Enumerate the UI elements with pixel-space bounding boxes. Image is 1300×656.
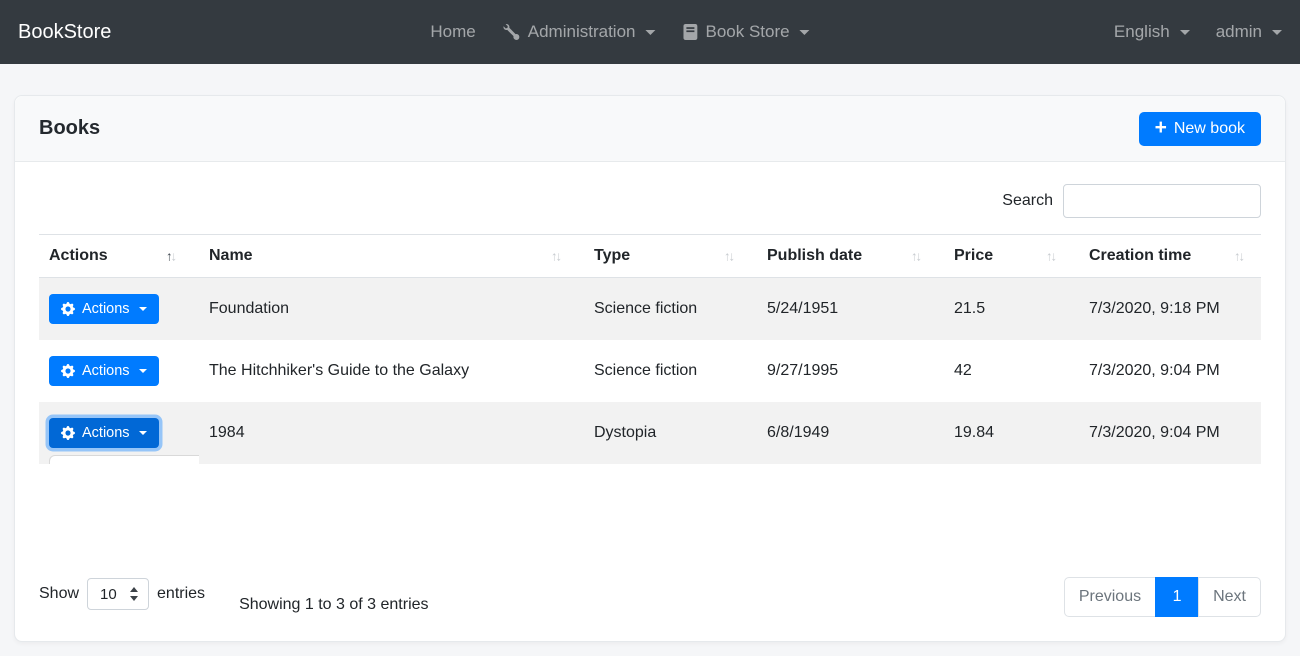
column-header-creation-time[interactable]: Creation time ↑↓	[1079, 234, 1261, 278]
pagination-next[interactable]: Next	[1198, 577, 1261, 617]
cell-name: The Hitchhiker's Guide to the Galaxy	[209, 362, 470, 379]
sort-icon: ↑↓	[551, 248, 562, 264]
cell-name: 1984	[209, 424, 245, 441]
sort-icon: ↑↓	[1046, 248, 1057, 264]
main-nav: Home Administration Book Store	[430, 22, 810, 42]
column-label: Type	[594, 247, 631, 264]
actions-cell: Actions Edit	[39, 402, 199, 464]
nav-item-home[interactable]: Home	[430, 22, 475, 42]
actions-cell: Actions	[39, 278, 199, 341]
row-actions-button[interactable]: Actions	[49, 356, 159, 386]
nav-item-book-store[interactable]: Book Store	[683, 22, 810, 42]
page-title: Books	[39, 117, 101, 139]
cell-price: 19.84	[954, 424, 995, 441]
actions-dropdown-menu: Edit	[49, 455, 199, 464]
search-input[interactable]	[1063, 184, 1261, 218]
row-actions-button[interactable]: Actions	[49, 294, 159, 324]
language-menu[interactable]: English	[1114, 22, 1190, 42]
cell-publish-date: 9/27/1995	[767, 362, 839, 379]
cell-creation-time: 7/3/2020, 9:04 PM	[1089, 424, 1220, 441]
cell-creation-time: 7/3/2020, 9:18 PM	[1089, 300, 1220, 317]
column-header-price[interactable]: Price ↑↓	[944, 234, 1079, 278]
caret-down-icon	[138, 307, 147, 311]
pagination-previous[interactable]: Previous	[1063, 577, 1157, 617]
cell-name: Foundation	[209, 300, 290, 317]
top-navbar: BookStore Home Administration Book Store…	[0, 0, 1300, 64]
wrench-icon	[503, 24, 520, 40]
search-row: Search	[39, 184, 1261, 218]
nav-item-label: Home	[430, 22, 476, 41]
book-icon	[683, 24, 698, 40]
username-label: admin	[1215, 22, 1262, 41]
actions-button-label: Actions	[82, 301, 130, 317]
column-label: Publish date	[767, 247, 863, 264]
cell-type: Dystopia	[594, 424, 657, 441]
card-body: Search Actions ↑↓ Name ↑↓	[15, 162, 1285, 641]
page-size-group: Show 10 entries	[39, 578, 205, 610]
cell-publish-date: 6/8/1949	[767, 424, 830, 441]
column-label: Name	[209, 247, 253, 264]
row-actions-button-open[interactable]: Actions	[49, 418, 159, 448]
new-book-button[interactable]: + New book	[1138, 111, 1261, 146]
table-row: Actions Edit 1984 Dystopia 6/8/1949 19.8…	[39, 402, 1261, 464]
nav-item-label: Administration	[527, 22, 636, 41]
plus-icon: +	[1154, 115, 1167, 139]
table-header-row: Actions ↑↓ Name ↑↓ Type ↑↓ Publish date …	[39, 234, 1261, 278]
sort-icon: ↑↓	[166, 248, 177, 264]
sort-icon: ↑↓	[911, 248, 922, 264]
nav-item-administration[interactable]: Administration	[503, 22, 656, 42]
cell-type: Science fiction	[594, 300, 698, 317]
page-size-select[interactable]: 10	[87, 578, 150, 610]
column-header-name[interactable]: Name ↑↓	[199, 234, 584, 278]
books-table: Actions ↑↓ Name ↑↓ Type ↑↓ Publish date …	[39, 234, 1261, 464]
caret-down-icon	[138, 369, 147, 373]
nav-item-label: Book Store	[705, 22, 790, 41]
caret-down-icon	[1179, 29, 1190, 35]
column-header-type[interactable]: Type ↑↓	[584, 234, 757, 278]
column-label: Price	[954, 247, 994, 264]
entries-label: entries	[157, 585, 206, 602]
table-row: Actions Foundation Science fiction 5/24/…	[39, 277, 1261, 341]
table-footer: Show 10 entries Showing 1 to 3 of 3 entr…	[39, 570, 1261, 617]
books-card: Books + New book Search Actions ↑↓	[14, 95, 1286, 642]
language-label: English	[1113, 22, 1170, 41]
search-label: Search	[1002, 192, 1053, 209]
caret-down-icon	[138, 431, 147, 435]
card-header: Books + New book	[15, 96, 1285, 162]
new-book-label: New book	[1173, 119, 1245, 137]
column-header-publish-date[interactable]: Publish date ↑↓	[757, 234, 944, 278]
table-row: Actions The Hitchhiker's Guide to the Ga…	[39, 340, 1261, 402]
actions-button-label: Actions	[82, 363, 130, 379]
cell-creation-time: 7/3/2020, 9:04 PM	[1089, 362, 1220, 379]
pagination: Previous 1 Next	[1063, 577, 1261, 617]
column-header-actions[interactable]: Actions ↑↓	[39, 234, 199, 278]
select-updown-icon	[129, 587, 139, 601]
cell-price: 21.5	[954, 300, 986, 317]
gear-icon	[61, 364, 75, 378]
caret-down-icon	[1272, 29, 1282, 35]
cell-price: 42	[954, 362, 972, 379]
sort-icon: ↑↓	[724, 248, 735, 264]
actions-button-label: Actions	[82, 425, 130, 441]
gear-icon	[61, 426, 75, 440]
gear-icon	[61, 302, 75, 316]
page-size-value: 10	[100, 585, 117, 603]
pagination-page-1[interactable]: 1	[1155, 577, 1200, 617]
show-label: Show	[39, 585, 80, 602]
table-info: Showing 1 to 3 of 3 entries	[239, 596, 429, 613]
column-label: Actions	[49, 247, 108, 264]
cell-publish-date: 5/24/1951	[767, 300, 839, 317]
nav-right: English admin	[1114, 22, 1282, 42]
caret-down-icon	[645, 29, 656, 35]
brand-logo[interactable]: BookStore	[18, 20, 112, 43]
cell-type: Science fiction	[594, 362, 698, 379]
user-menu[interactable]: admin	[1216, 22, 1282, 42]
actions-cell: Actions	[39, 340, 199, 402]
sort-icon: ↑↓	[1234, 248, 1245, 264]
caret-down-icon	[799, 29, 810, 35]
column-label: Creation time	[1089, 247, 1192, 264]
